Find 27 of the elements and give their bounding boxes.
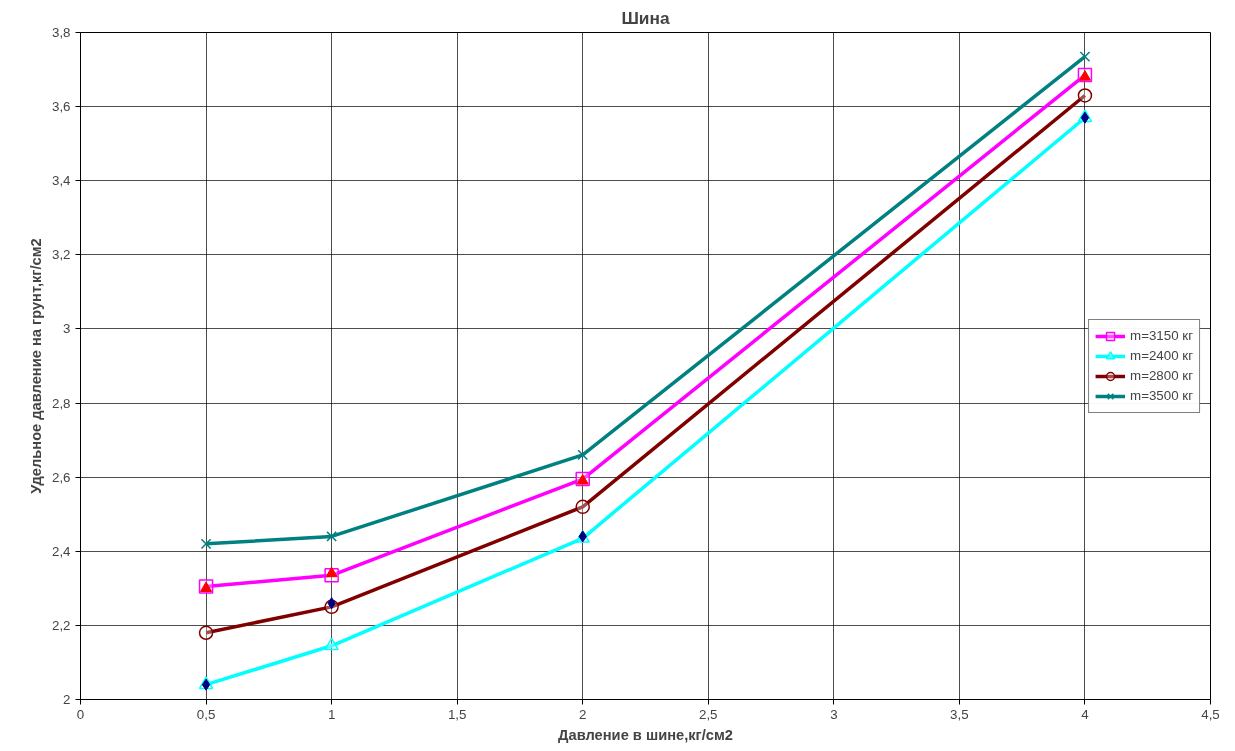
y-tick-label: 2,6 [51, 469, 71, 485]
x-tick-label: 0 [76, 706, 85, 722]
y-tick-label: 3 [63, 321, 71, 337]
x-tick-label: 0,5 [196, 706, 216, 722]
x-tick-label: 4,5 [1201, 706, 1220, 722]
y-tick-label: 2,4 [51, 543, 72, 559]
y-tick-label: 3,2 [51, 247, 71, 263]
chart-title: Шина [621, 7, 670, 28]
legend-label: m=3150 кг [1130, 328, 1193, 343]
legend-label: m=2400 кг [1130, 348, 1193, 363]
x-tick-label: 1 [327, 706, 336, 722]
x-tick-label: 2 [579, 706, 587, 722]
y-tick-label: 2 [63, 692, 71, 707]
x-tick-label: 2,5 [699, 706, 718, 722]
x-tick-label: 4 [1081, 706, 1090, 722]
x-tick-label: 3 [830, 706, 838, 722]
y-tick-label: 3,8 [51, 25, 71, 40]
legend-label: m=2800 кг [1130, 368, 1193, 383]
x-tick-label: 3,5 [950, 706, 969, 722]
y-tick-label: 2,2 [51, 617, 71, 633]
y-tick-label: 3,6 [51, 99, 71, 115]
legend-label: m=3500 кг [1130, 388, 1193, 403]
x-axis-title: Давление в шине,кг/см2 [558, 726, 733, 743]
y-axis-title: Удельное давление на грунт,кг/см2 [27, 238, 44, 494]
x-tick-label: 1,5 [447, 706, 467, 722]
y-tick-label: 2,8 [51, 395, 71, 411]
y-tick-label: 3,4 [51, 173, 72, 189]
